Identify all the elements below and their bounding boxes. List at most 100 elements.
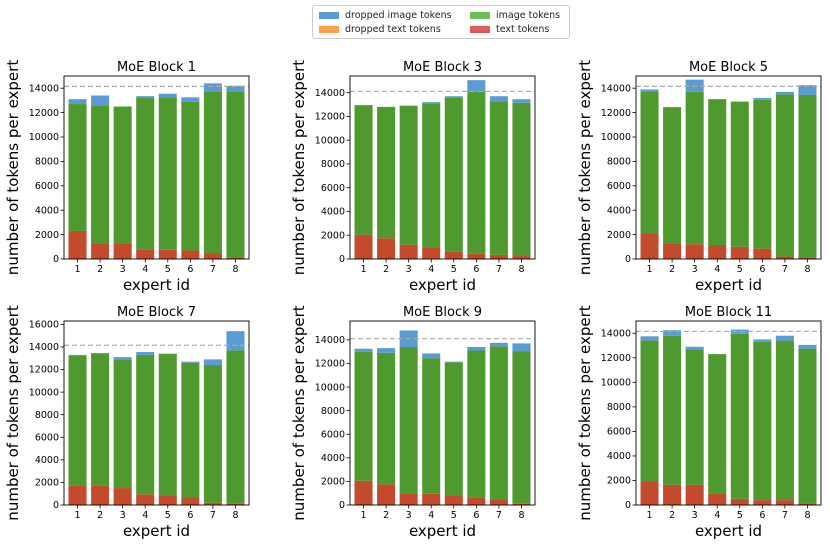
y-tick-label: 14000 bbox=[601, 328, 631, 339]
y-tick-label: 0 bbox=[53, 500, 59, 511]
text-tokens-bar bbox=[399, 244, 418, 259]
text-tokens-bar bbox=[489, 499, 508, 505]
y-tick-label: 10000 bbox=[29, 132, 59, 143]
dropped-image-tokens-bar bbox=[640, 89, 659, 92]
x-tick-label: 6 bbox=[759, 264, 765, 275]
chart-title: MoE Block 11 bbox=[685, 305, 772, 320]
y-tick-label: 8000 bbox=[35, 157, 59, 168]
dropped-image-tokens-bar bbox=[422, 102, 441, 104]
x-tick-label: 2 bbox=[669, 264, 675, 275]
dropped-image-tokens-bar bbox=[775, 335, 794, 341]
dropped-image-tokens-bar bbox=[467, 346, 486, 351]
dropped-image-tokens-bar bbox=[181, 361, 200, 363]
text-tokens-bar bbox=[91, 243, 110, 259]
image-tokens-bar bbox=[489, 346, 508, 500]
y-tick-label: 16000 bbox=[29, 320, 59, 331]
text-tokens-bar bbox=[136, 249, 155, 259]
x-tick-label: 7 bbox=[496, 510, 502, 521]
y-tick-label: 4000 bbox=[35, 205, 59, 216]
y-tick-label: 4000 bbox=[607, 451, 631, 462]
text-tokens-bar bbox=[640, 233, 659, 259]
image-tokens-bar bbox=[444, 97, 463, 252]
x-axis-label: expert id bbox=[695, 522, 762, 540]
text-tokens-bar bbox=[640, 481, 659, 505]
dropped-image-tokens-bar bbox=[91, 95, 110, 106]
image-tokens-bar bbox=[798, 94, 817, 258]
text-tokens-bar bbox=[158, 495, 177, 505]
x-tick-label: 7 bbox=[782, 264, 788, 275]
x-tick-label: 6 bbox=[187, 264, 193, 275]
x-tick-label: 6 bbox=[473, 264, 479, 275]
y-tick-label: 14000 bbox=[29, 83, 59, 94]
text-tokens-bar bbox=[113, 488, 132, 505]
plot-frame bbox=[635, 320, 822, 506]
x-tick-label: 8 bbox=[518, 510, 524, 521]
dropped-image-tokens-bar bbox=[512, 99, 531, 103]
text-tokens-bar bbox=[685, 244, 704, 259]
x-tick-label: 3 bbox=[406, 510, 412, 521]
plot-frame bbox=[349, 320, 536, 506]
y-tick-label: 0 bbox=[339, 254, 345, 265]
x-tick-label: 3 bbox=[692, 510, 698, 521]
image-tokens-bar bbox=[685, 349, 704, 485]
y-tick-label: 12000 bbox=[29, 365, 59, 376]
plot-frame bbox=[349, 75, 536, 260]
image-tokens-bar bbox=[354, 351, 373, 481]
image-tokens-bar bbox=[422, 358, 441, 494]
image-tokens-bar bbox=[181, 101, 200, 251]
image-tokens-bar bbox=[663, 107, 682, 244]
image-tokens-bar bbox=[708, 354, 727, 494]
y-tick-label: 2000 bbox=[35, 230, 59, 241]
image-tokens-bar bbox=[422, 103, 441, 248]
image-tokens-bar bbox=[708, 99, 727, 245]
y-tick-label: 4000 bbox=[607, 205, 631, 216]
legend-swatch bbox=[470, 26, 490, 33]
text-tokens-bar bbox=[708, 493, 727, 505]
x-tick-label: 1 bbox=[361, 510, 367, 521]
y-tick-label: 6000 bbox=[607, 427, 631, 438]
x-tick-label: 8 bbox=[804, 510, 810, 521]
dropped-image-tokens-bar bbox=[753, 97, 772, 100]
y-tick-label: 12000 bbox=[601, 353, 631, 364]
image-tokens-bar bbox=[640, 91, 659, 234]
text-tokens-bar bbox=[775, 500, 794, 505]
image-tokens-bar bbox=[113, 359, 132, 489]
image-tokens-bar bbox=[798, 348, 817, 504]
text-tokens-bar bbox=[158, 249, 177, 259]
x-tick-label: 1 bbox=[361, 264, 367, 275]
y-tick-label: 12000 bbox=[601, 108, 631, 119]
image-tokens-bar bbox=[444, 362, 463, 496]
image-tokens-bar bbox=[663, 335, 682, 485]
x-tick-label: 8 bbox=[804, 264, 810, 275]
y-tick-label: 4000 bbox=[321, 207, 345, 218]
x-tick-label: 1 bbox=[647, 510, 653, 521]
plot-frame bbox=[63, 75, 250, 260]
legend-item-dropped-image: dropped image tokens bbox=[319, 10, 452, 22]
text-tokens-bar bbox=[68, 230, 87, 259]
y-tick-label: 8000 bbox=[607, 157, 631, 168]
image-tokens-bar bbox=[226, 350, 245, 504]
y-tick-label: 8000 bbox=[321, 406, 345, 417]
x-tick-label: 1 bbox=[75, 264, 81, 275]
text-tokens-bar bbox=[422, 247, 441, 259]
x-tick-label: 4 bbox=[714, 264, 720, 275]
text-tokens-bar bbox=[399, 493, 418, 505]
legend-swatch bbox=[470, 12, 490, 19]
image-tokens-bar bbox=[203, 365, 222, 503]
x-tick-label: 6 bbox=[759, 510, 765, 521]
dropped-image-tokens-bar bbox=[663, 330, 682, 336]
dropped-image-tokens-bar bbox=[489, 96, 508, 102]
text-tokens-bar bbox=[136, 494, 155, 505]
image-tokens-bar bbox=[685, 91, 704, 245]
dropped-image-tokens-bar bbox=[685, 346, 704, 350]
legend-swatch bbox=[319, 12, 339, 19]
text-tokens-bar bbox=[663, 484, 682, 505]
y-tick-label: 10000 bbox=[315, 135, 345, 146]
legend-item-text: text tokens bbox=[470, 24, 549, 36]
image-tokens-bar bbox=[113, 106, 132, 244]
legend-swatch bbox=[319, 26, 339, 33]
text-tokens-bar bbox=[753, 248, 772, 259]
x-tick-label: 2 bbox=[97, 510, 103, 521]
text-tokens-bar bbox=[730, 498, 749, 505]
y-tick-label: 0 bbox=[53, 254, 59, 265]
